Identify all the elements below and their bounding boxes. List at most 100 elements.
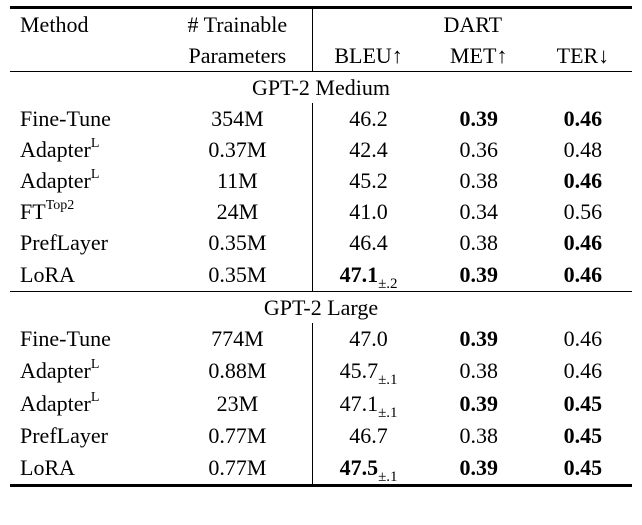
table-row: AdapterL 0.88M 45.7±.1 0.38 0.46 — [10, 354, 632, 387]
bleu-cell: 45.7±.1 — [312, 354, 424, 388]
method-name: LoRA — [20, 454, 75, 480]
method-cell: AdapterL — [10, 165, 162, 196]
section-title: GPT-2 Medium — [252, 74, 390, 100]
met-cell: 0.38 — [459, 167, 498, 193]
params-cell: 24M — [216, 198, 259, 224]
table-row: Fine-Tune 774M 47.0 0.39 0.46 — [10, 323, 632, 354]
bleu-value: 45.2 — [349, 167, 388, 193]
met-cell: 0.38 — [459, 422, 498, 448]
bleu-value: 46.7 — [349, 422, 388, 448]
method-header: Method — [20, 11, 89, 37]
ter-cell: 0.45 — [563, 454, 603, 480]
table-row: AdapterL 0.37M 42.4 0.36 0.48 — [10, 134, 632, 165]
met-cell: 0.38 — [459, 229, 498, 255]
ter-cell: 0.56 — [563, 198, 603, 224]
bleu-value: 41.0 — [349, 198, 388, 224]
method-name: Adapter — [20, 167, 91, 193]
table-row: FTTop2 24M 41.0 0.34 0.56 — [10, 196, 632, 227]
ter-header: TER↓ — [556, 42, 610, 68]
method-cell: LoRA — [10, 451, 162, 486]
ter-cell: 0.48 — [563, 136, 603, 162]
params-cell: 0.77M — [208, 422, 267, 448]
bleu-stddev: ±.1 — [378, 468, 398, 485]
bleu-cell: 46.7 — [312, 420, 424, 451]
params-header-line1: # Trainable — [187, 11, 288, 37]
met-cell: 0.34 — [459, 198, 498, 224]
bleu-cell: 42.4 — [312, 134, 424, 165]
method-superscript: Top2 — [45, 197, 75, 213]
bleu-value: 47.0 — [349, 325, 388, 351]
bleu-cell: 46.2 — [312, 103, 424, 134]
method-superscript: L — [90, 356, 100, 372]
bleu-stddev: ±.1 — [378, 404, 398, 421]
method-superscript: L — [90, 166, 100, 182]
met-cell: 0.39 — [459, 454, 498, 480]
table-row: LoRA 0.77M 47.5±.1 0.39 0.45 — [10, 451, 632, 486]
params-cell: 0.37M — [208, 136, 267, 162]
method-cell: FTTop2 — [10, 196, 162, 227]
met-header: MET↑ — [450, 42, 508, 68]
met-cell: 0.36 — [459, 136, 498, 162]
bleu-cell: 47.0 — [312, 323, 424, 354]
method-cell: AdapterL — [10, 134, 162, 165]
ter-cell: 0.46 — [563, 357, 603, 383]
bleu-cell: 45.2 — [312, 165, 424, 196]
dataset-header: DART — [312, 7, 632, 40]
section-header-row: GPT-2 Medium — [10, 71, 632, 104]
bleu-value: 47.5 — [339, 454, 379, 480]
method-cell: Fine-Tune — [10, 103, 162, 134]
header-row-2: Parameters BLEU↑ MET↑ TER↓ — [10, 40, 632, 72]
table-row: AdapterL 23M 47.1±.1 0.39 0.45 — [10, 387, 632, 420]
method-name: Fine-Tune — [20, 325, 111, 351]
method-name: PrefLayer — [20, 229, 108, 255]
ter-cell: 0.45 — [563, 390, 603, 416]
method-name: LoRA — [20, 261, 75, 287]
bleu-value: 46.4 — [349, 229, 388, 255]
method-cell: AdapterL — [10, 387, 162, 420]
met-cell: 0.39 — [459, 390, 498, 416]
bleu-stddev: ±.1 — [378, 371, 398, 388]
header-row-1: Method # Trainable DART — [10, 7, 632, 40]
ter-cell: 0.45 — [563, 422, 603, 448]
method-cell: AdapterL — [10, 354, 162, 387]
bleu-cell: 41.0 — [312, 196, 424, 227]
method-name: Adapter — [20, 390, 91, 416]
ter-cell: 0.46 — [563, 325, 603, 351]
method-name: Adapter — [20, 357, 91, 383]
method-cell: LoRA — [10, 258, 162, 292]
method-cell: PrefLayer — [10, 420, 162, 451]
section-header-row: GPT-2 Large — [10, 291, 632, 324]
params-cell: 354M — [211, 105, 264, 131]
method-name: PrefLayer — [20, 422, 108, 448]
section-title: GPT-2 Large — [263, 294, 379, 320]
table-row: LoRA 0.35M 47.1±.2 0.39 0.46 — [10, 258, 632, 292]
bleu-value: 47.1 — [339, 390, 379, 416]
met-cell: 0.38 — [459, 357, 498, 383]
bleu-cell: 47.5±.1 — [312, 451, 424, 486]
params-cell: 0.88M — [208, 357, 267, 383]
ter-cell: 0.46 — [563, 167, 603, 193]
ter-cell: 0.46 — [563, 261, 603, 287]
method-superscript: L — [90, 135, 100, 151]
params-cell: 23M — [216, 390, 259, 416]
ter-cell: 0.46 — [563, 229, 603, 255]
method-name: FT — [20, 198, 46, 224]
method-cell: Fine-Tune — [10, 323, 162, 354]
bleu-cell: 46.4 — [312, 227, 424, 258]
bleu-value: 45.7 — [339, 357, 379, 383]
bleu-value: 42.4 — [349, 136, 388, 162]
method-cell: PrefLayer — [10, 227, 162, 258]
table-row: PrefLayer 0.35M 46.4 0.38 0.46 — [10, 227, 632, 258]
table-header: Method # Trainable DART Parameters BLEU↑… — [10, 7, 632, 72]
params-cell: 0.35M — [208, 229, 267, 255]
method-header-spacer — [10, 40, 162, 72]
met-cell: 0.39 — [459, 325, 498, 351]
params-header-line2: Parameters — [188, 42, 287, 68]
bleu-value: 47.1 — [339, 261, 379, 287]
table-body: GPT-2 Medium Fine-Tune 354M 46.2 0.39 0.46 Ada… — [10, 71, 632, 486]
method-superscript: L — [90, 389, 100, 405]
met-cell: 0.39 — [459, 105, 498, 131]
bleu-stddev: ±.2 — [378, 275, 398, 292]
params-cell: 11M — [216, 167, 258, 193]
met-cell: 0.39 — [459, 261, 498, 287]
